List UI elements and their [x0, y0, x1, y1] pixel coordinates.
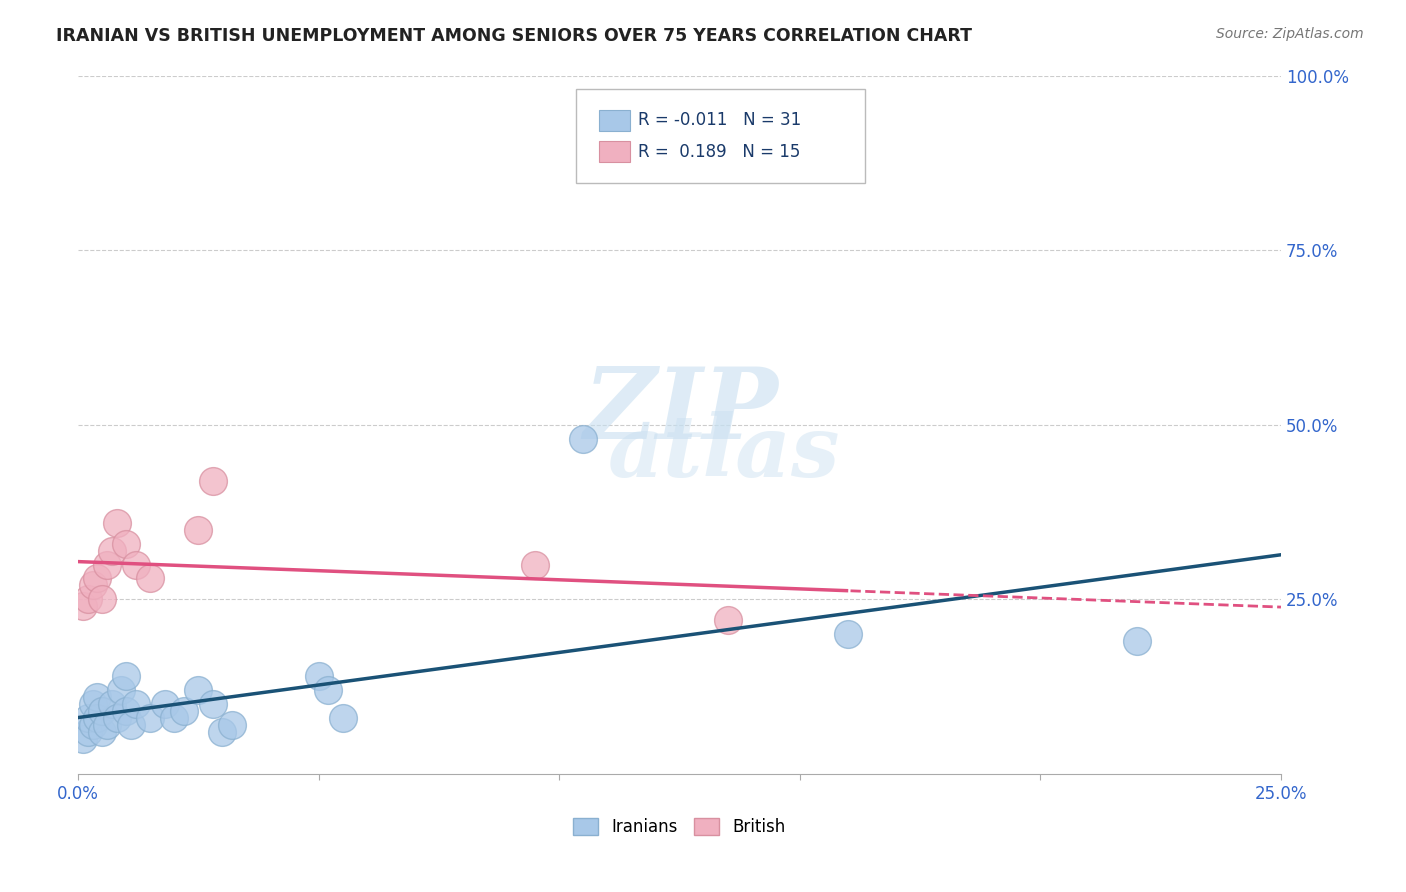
Point	[82, 718, 104, 732]
Text: IRANIAN VS BRITISH UNEMPLOYMENT AMONG SENIORS OVER 75 YEARS CORRELATION CHART: IRANIAN VS BRITISH UNEMPLOYMENT AMONG SE…	[56, 27, 972, 45]
Point	[120, 718, 142, 732]
Point	[91, 704, 114, 718]
Point	[308, 669, 330, 683]
Text: R = -0.011   N = 31: R = -0.011 N = 31	[638, 112, 801, 129]
Point	[837, 627, 859, 641]
Point	[76, 725, 98, 739]
Point	[211, 725, 233, 739]
Point	[318, 683, 340, 698]
Point	[115, 704, 138, 718]
Point	[717, 614, 740, 628]
Point	[105, 711, 128, 725]
Point	[72, 732, 94, 747]
Point	[86, 690, 108, 705]
Point	[201, 474, 224, 488]
Point	[524, 558, 547, 572]
Point	[139, 711, 162, 725]
Text: Source: ZipAtlas.com: Source: ZipAtlas.com	[1216, 27, 1364, 41]
Point	[76, 711, 98, 725]
Point	[105, 516, 128, 530]
Point	[187, 523, 209, 537]
Point	[153, 698, 176, 712]
Point	[91, 592, 114, 607]
Point	[115, 669, 138, 683]
Point	[173, 704, 195, 718]
Point	[163, 711, 186, 725]
Text: atlas: atlas	[607, 411, 839, 494]
Point	[187, 683, 209, 698]
Point	[101, 543, 124, 558]
Point	[125, 558, 148, 572]
Point	[72, 599, 94, 614]
Point	[86, 572, 108, 586]
Point	[96, 558, 118, 572]
Point	[86, 711, 108, 725]
Text: ZIP: ZIP	[583, 362, 779, 459]
Legend: Iranians, British: Iranians, British	[567, 811, 793, 843]
Point	[96, 718, 118, 732]
Point	[332, 711, 354, 725]
Point	[221, 718, 243, 732]
Point	[76, 592, 98, 607]
Text: R =  0.189   N = 15: R = 0.189 N = 15	[638, 143, 800, 161]
Point	[201, 698, 224, 712]
Point	[139, 572, 162, 586]
Point	[1125, 634, 1147, 648]
Point	[572, 432, 595, 446]
Point	[101, 698, 124, 712]
Point	[115, 536, 138, 550]
Point	[82, 578, 104, 592]
Point	[125, 698, 148, 712]
Point	[82, 698, 104, 712]
Point	[110, 683, 132, 698]
Point	[91, 725, 114, 739]
